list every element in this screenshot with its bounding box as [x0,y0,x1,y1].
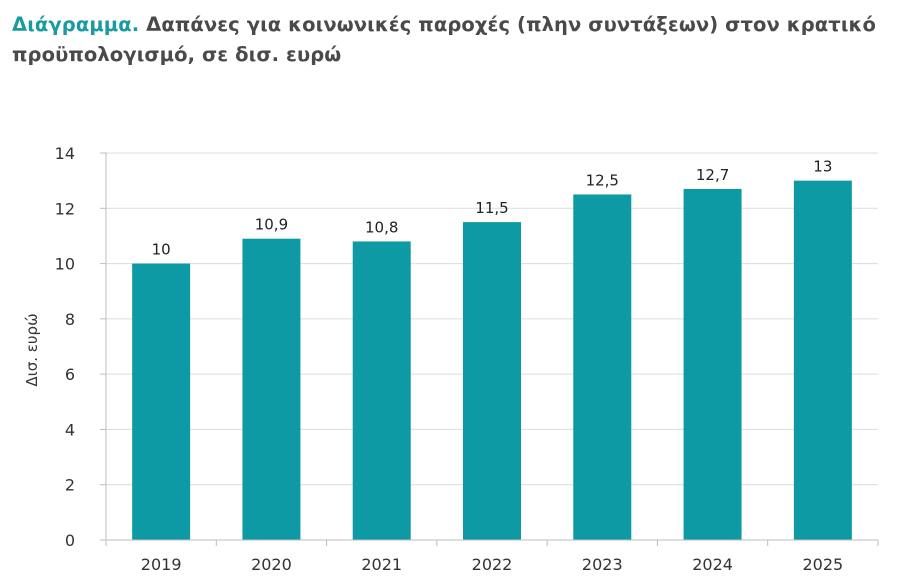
data-label: 11,5 [475,199,508,217]
y-tick-label: 0 [65,531,75,550]
bar-2021 [352,241,411,540]
chart-title-lead: Διάγραμμα. [12,13,140,36]
data-label: 10,8 [365,218,398,236]
axes [100,152,879,546]
bar-2022 [463,222,521,540]
y-tick-label: 6 [65,365,75,384]
bars [132,180,852,540]
x-tick-label: 2019 [141,555,182,574]
labels: 0 2 4 6 8 10 12 14 10 2019 10,9 2020 10,8 2021 11,5 202… [55,144,844,574]
bar-2019 [132,263,191,540]
y-tick-label: 2 [65,476,75,495]
data-label: 12,7 [696,166,729,184]
x-tick-label: 2020 [251,555,292,574]
x-tick-label: 2023 [582,555,623,574]
data-label: 10,9 [255,216,288,234]
x-tick-label: 2022 [472,555,513,574]
y-tick-label: 14 [55,144,75,163]
y-tick-label: 4 [65,420,75,439]
y-tick-label: 8 [65,310,75,329]
data-label: 10 [152,241,171,259]
bar-2025 [793,180,852,540]
y-axis-label: Δισ. ευρώ [23,313,41,386]
x-tick-label: 2025 [802,555,843,574]
chart-title-text: Δαπάνες για κοινωνικές παροχές (πλην συν… [12,13,876,66]
bar-2020 [242,238,301,540]
chart-title: Διάγραμμα. Δαπάνες για κοινωνικές παροχέ… [12,10,892,70]
data-label: 13 [813,158,832,176]
x-tick-label: 2024 [692,555,733,574]
bar-2024 [683,188,742,540]
bar-2023 [573,194,632,540]
y-tick-label: 10 [55,255,75,274]
data-label: 12,5 [586,171,619,189]
y-tick-label: 12 [55,199,75,218]
x-tick-label: 2021 [361,555,402,574]
